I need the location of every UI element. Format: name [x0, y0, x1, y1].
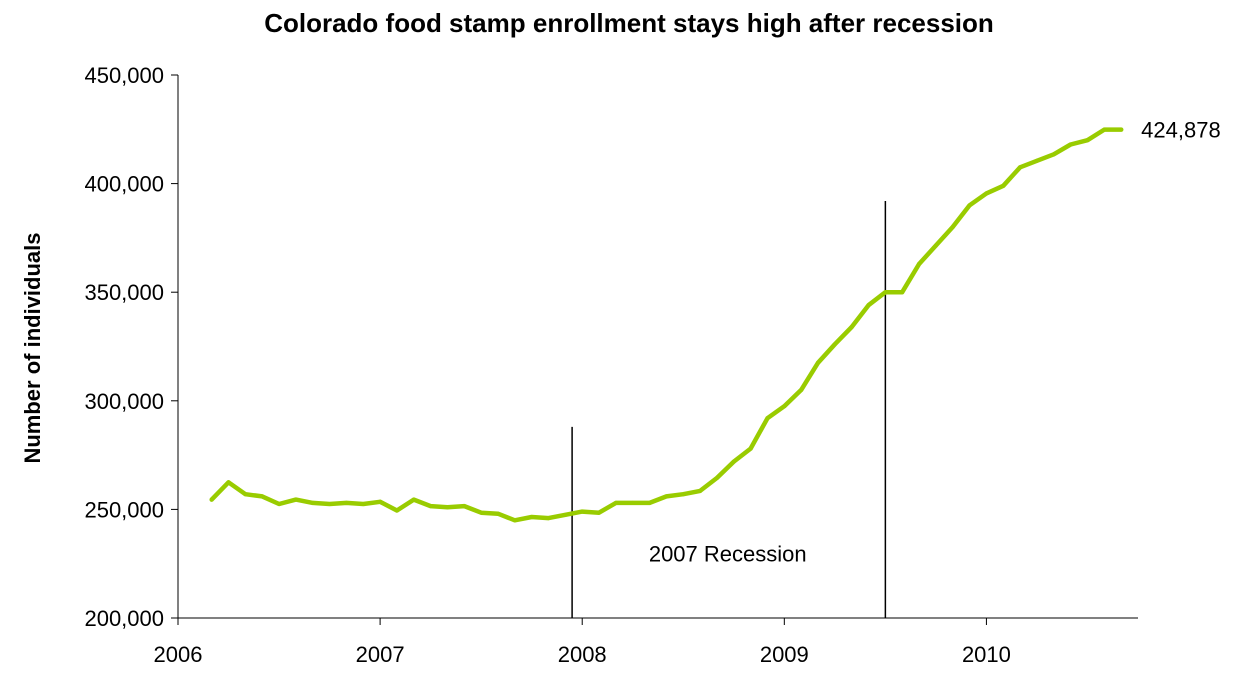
data-point: [462, 504, 467, 509]
data-point: [950, 225, 955, 230]
data-point: [428, 504, 433, 509]
data-point: [984, 191, 989, 196]
data-point: [378, 499, 383, 504]
end-value-label: 424,878: [1141, 118, 1221, 143]
data-point: [226, 480, 231, 485]
data-point: [613, 500, 618, 505]
data-point: [243, 492, 248, 497]
data-point: [647, 500, 652, 505]
data-point: [260, 494, 265, 499]
data-point: [782, 404, 787, 409]
data-point: [445, 505, 450, 510]
data-point: [1051, 152, 1056, 157]
data-point: [698, 488, 703, 493]
data-point: [209, 497, 214, 502]
data-point: [714, 475, 719, 480]
data-point: [933, 243, 938, 248]
y-tick-label: 250,000: [84, 497, 164, 522]
data-point: [344, 500, 349, 505]
data-point: [580, 509, 585, 514]
data-point: [731, 459, 736, 464]
data-point: [495, 511, 500, 516]
data-point: [529, 515, 534, 520]
data-point: [1102, 127, 1107, 132]
data-point: [967, 203, 972, 208]
data-point: [1034, 158, 1039, 163]
y-axis-label: Number of individuals: [20, 232, 45, 463]
data-point: [832, 342, 837, 347]
data-point: [816, 360, 821, 365]
data-point: [765, 416, 770, 421]
data-point: [664, 494, 669, 499]
data-point: [1085, 138, 1090, 143]
series-layer: [209, 127, 1124, 523]
recession-annotation: 2007 Recession: [571, 200, 887, 618]
data-point: [563, 512, 568, 517]
data-point: [917, 261, 922, 266]
data-point: [546, 516, 551, 521]
axes: 200,000 250,000 300,000 350,000 400,000 450,0…: [84, 63, 1138, 667]
data-point: [361, 501, 366, 506]
data-point: [310, 500, 315, 505]
data-point: [883, 290, 888, 295]
data-point: [866, 303, 871, 308]
series-line: [209, 127, 1124, 523]
data-point: [1068, 142, 1073, 147]
x-tick-label: 2010: [962, 642, 1011, 667]
x-tick-label: 2007: [356, 642, 405, 667]
data-point: [277, 501, 282, 506]
data-point: [597, 510, 602, 515]
y-tick-label: 400,000: [84, 172, 164, 197]
y-tick-label: 450,000: [84, 63, 164, 88]
data-point: [748, 446, 753, 451]
y-tick-label: 200,000: [84, 606, 164, 631]
data-point: [394, 508, 399, 513]
data-point: [681, 492, 686, 497]
data-point: [900, 290, 905, 295]
data-point: [1119, 127, 1124, 132]
x-tick-label: 2008: [558, 642, 607, 667]
x-tick-label: 2006: [154, 642, 203, 667]
y-tick-label: 300,000: [84, 389, 164, 414]
data-labels: 424,878: [1141, 118, 1221, 143]
data-point: [327, 501, 332, 506]
chart-title: Colorado food stamp enrollment stays hig…: [264, 8, 994, 38]
data-point: [849, 324, 854, 329]
recession-label: 2007 Recession: [649, 542, 807, 567]
data-point: [512, 518, 517, 523]
data-point: [411, 497, 416, 502]
x-tick-label: 2009: [760, 642, 809, 667]
data-point: [1018, 165, 1023, 170]
data-point: [1001, 183, 1006, 188]
data-point: [479, 510, 484, 515]
data-point: [630, 500, 635, 505]
data-point: [293, 497, 298, 502]
y-tick-label: 350,000: [84, 280, 164, 305]
data-point: [799, 387, 804, 392]
